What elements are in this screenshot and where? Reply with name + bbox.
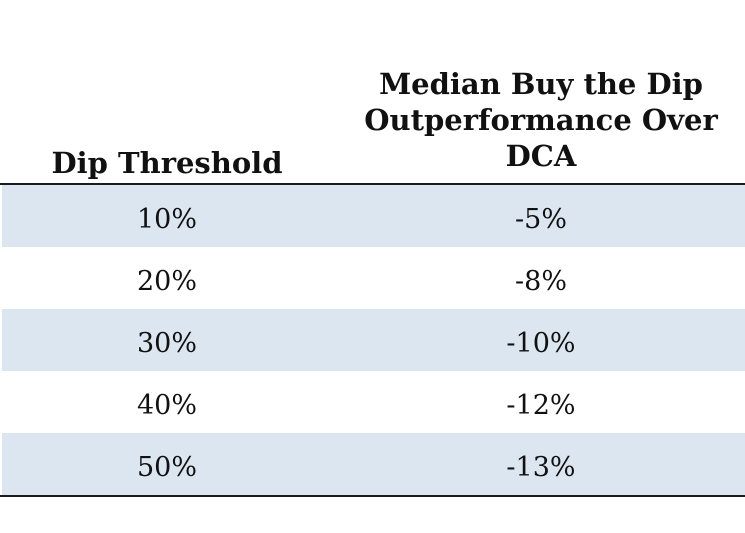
header-median-outperformance: Median Buy the Dip Outperformance Over D…: [355, 66, 727, 174]
header-line: DCA: [505, 139, 577, 173]
table-row: 10% -5%: [2, 185, 745, 247]
dip-threshold-cell: 30%: [136, 328, 197, 359]
outperformance-cell: -13%: [506, 452, 576, 483]
outperformance-cell: -8%: [515, 266, 567, 297]
header-line: Median Buy the Dip: [379, 67, 703, 101]
dip-threshold-cell: 10%: [136, 204, 197, 235]
outperformance-cell: -5%: [515, 204, 567, 235]
header-line: Outperformance Over: [364, 103, 718, 137]
outperformance-cell: -12%: [506, 390, 576, 421]
footer-rule: [0, 495, 745, 497]
header-rule: [0, 183, 745, 185]
dip-threshold-cell: 40%: [136, 390, 197, 421]
dip-threshold-cell: 50%: [136, 452, 197, 483]
table-row: 20% -8%: [2, 247, 745, 309]
header-dip-threshold: Dip Threshold: [51, 146, 283, 180]
table-row: 50% -13%: [2, 433, 745, 495]
dip-threshold-cell: 20%: [136, 266, 197, 297]
outperformance-cell: -10%: [506, 328, 576, 359]
table-row: 40% -12%: [2, 371, 745, 433]
table-row: 30% -10%: [2, 309, 745, 371]
